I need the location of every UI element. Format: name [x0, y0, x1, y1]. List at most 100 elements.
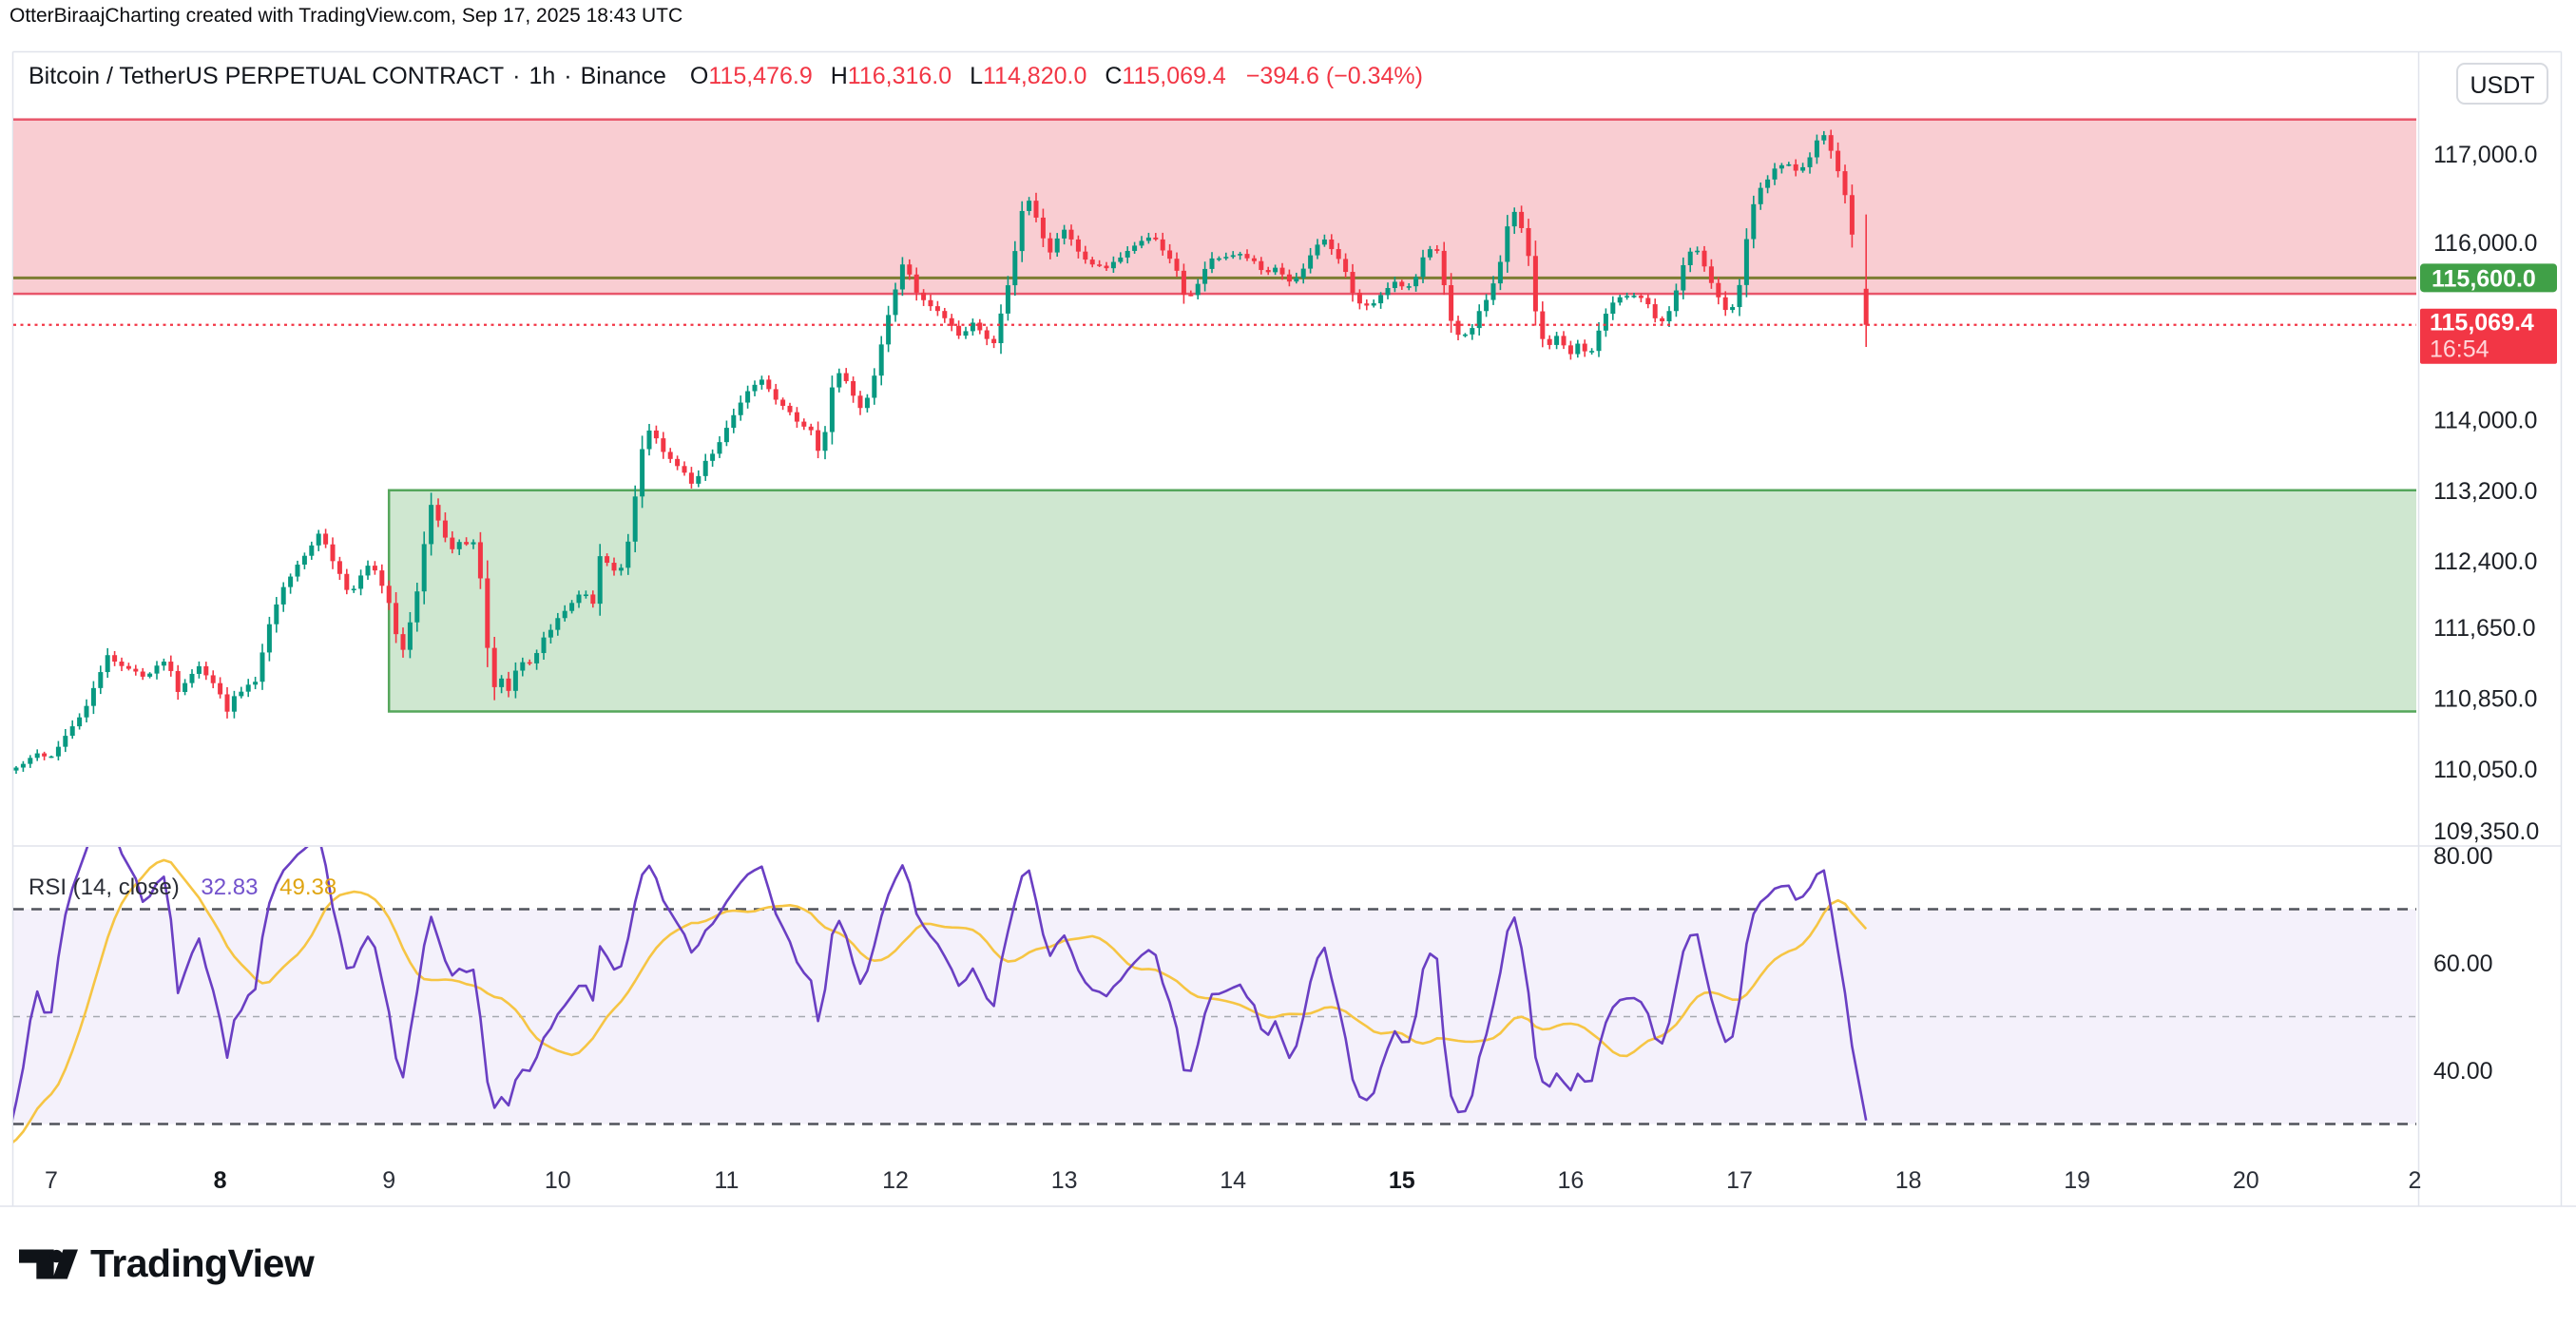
candle-body: [1758, 187, 1763, 204]
time-axis-label: 10: [545, 1167, 571, 1194]
candle-body: [1540, 311, 1546, 339]
candle-body: [316, 533, 321, 546]
time-axis[interactable]: [13, 1173, 2416, 1205]
candle-body: [98, 672, 104, 688]
current-price-text: 115,069.4: [2430, 310, 2534, 336]
rsi-pane: [10, 803, 2416, 1145]
candle-body: [266, 624, 272, 653]
candle-body: [928, 299, 933, 307]
candle-body: [1392, 281, 1397, 288]
time-axis-label: 20: [2233, 1167, 2259, 1194]
candle-body: [112, 655, 118, 663]
candle-body: [618, 567, 624, 571]
candle-body: [1476, 311, 1482, 329]
candle-body: [63, 736, 68, 747]
rsi-legend[interactable]: RSI (14, close) 32.83 49.38: [29, 874, 336, 901]
candle-body: [1652, 304, 1658, 318]
candle-body: [295, 564, 300, 577]
candle-body: [105, 655, 110, 673]
candle-body: [1083, 251, 1088, 260]
candle-body: [1321, 239, 1327, 245]
candle-body: [442, 520, 448, 538]
candle-body: [1575, 343, 1581, 355]
candle-body: [245, 684, 251, 692]
candle-body: [309, 545, 315, 556]
alert-price-label[interactable]: 115,600.0: [2420, 263, 2557, 293]
legend-separator: ·: [512, 63, 521, 89]
candle-body: [1160, 239, 1165, 251]
currency-button[interactable]: USDT: [2456, 63, 2548, 105]
candle-body: [1814, 140, 1819, 158]
candle-body: [1251, 258, 1257, 261]
candle-body: [661, 438, 666, 452]
candle-body: [1040, 217, 1046, 239]
candle-body: [723, 428, 729, 443]
candle-body: [1526, 227, 1531, 257]
candle-body: [738, 402, 743, 415]
candle-body: [1033, 201, 1039, 218]
candle-body: [1701, 250, 1707, 267]
candle-body: [1259, 260, 1264, 271]
candle-body: [477, 542, 483, 579]
candle-body: [710, 453, 716, 461]
rsi-ma-line[interactable]: [10, 858, 1868, 1145]
candle-body: [224, 694, 230, 712]
candle-body: [358, 575, 364, 589]
price-tick-label: 110,050.0: [2433, 757, 2537, 783]
candle-body: [140, 671, 145, 677]
candle-body: [899, 264, 905, 290]
symbol-interval[interactable]: 1h: [529, 63, 556, 89]
candle-body: [893, 289, 898, 316]
candle-body: [48, 756, 54, 759]
candle-body: [394, 603, 399, 635]
candle-body: [512, 670, 518, 691]
candle-body: [886, 315, 892, 345]
symbol-title[interactable]: Bitcoin / TetherUS PERPETUAL CONTRACT: [29, 63, 505, 89]
candle-body: [301, 555, 307, 565]
candle-body: [456, 542, 462, 549]
candle-body: [147, 673, 153, 677]
candle-body: [1441, 250, 1447, 286]
candle-body: [183, 682, 188, 692]
candle-body: [414, 591, 420, 623]
time-axis-label: 7: [45, 1167, 58, 1194]
bar-countdown-text: 16:54: [2430, 336, 2489, 363]
candle-body: [1547, 338, 1552, 345]
candle-body: [1209, 258, 1215, 269]
candle-body: [1075, 239, 1081, 252]
candle-body: [1286, 274, 1292, 282]
candle-body: [1561, 336, 1567, 346]
time-axis-label: 9: [382, 1167, 395, 1194]
candle-body: [576, 594, 582, 604]
candle-body: [203, 665, 209, 676]
candle-body: [942, 311, 948, 318]
time-axis-label: 16: [1557, 1167, 1584, 1194]
candle-body: [646, 430, 652, 450]
resistance-zone[interactable]: [0, 118, 2449, 296]
candle-body: [1188, 294, 1194, 297]
current-price-label[interactable]: 115,069.416:54: [2420, 308, 2557, 364]
tradingview-logo[interactable]: TradingView: [19, 1241, 315, 1286]
candle-body: [843, 373, 849, 381]
candle-body: [1273, 267, 1278, 273]
candle-body: [921, 292, 927, 300]
candle-body: [667, 452, 673, 459]
candle-body: [1005, 285, 1010, 314]
candle-body: [196, 665, 202, 674]
candle-body: [1673, 290, 1679, 312]
candle-body: [1828, 135, 1834, 151]
support-zone[interactable]: [387, 489, 2449, 713]
symbol-legend[interactable]: Bitcoin / TetherUS PERPETUAL CONTRACT · 1h…: [29, 63, 1423, 90]
ohlc-open-key: O: [689, 63, 709, 89]
price-tick-label: 114,000.0: [2433, 407, 2537, 433]
price-tick-label: 117,000.0: [2433, 142, 2537, 168]
candle-body: [1054, 238, 1060, 253]
candle-body: [597, 556, 603, 605]
rsi-line[interactable]: [10, 803, 1868, 1133]
rsi-ma-value: 49.38: [279, 874, 337, 900]
candle-body: [1336, 249, 1341, 259]
candle-body: [934, 306, 940, 312]
candle-body: [42, 753, 48, 757]
time-axis-label: 2: [2408, 1167, 2421, 1194]
